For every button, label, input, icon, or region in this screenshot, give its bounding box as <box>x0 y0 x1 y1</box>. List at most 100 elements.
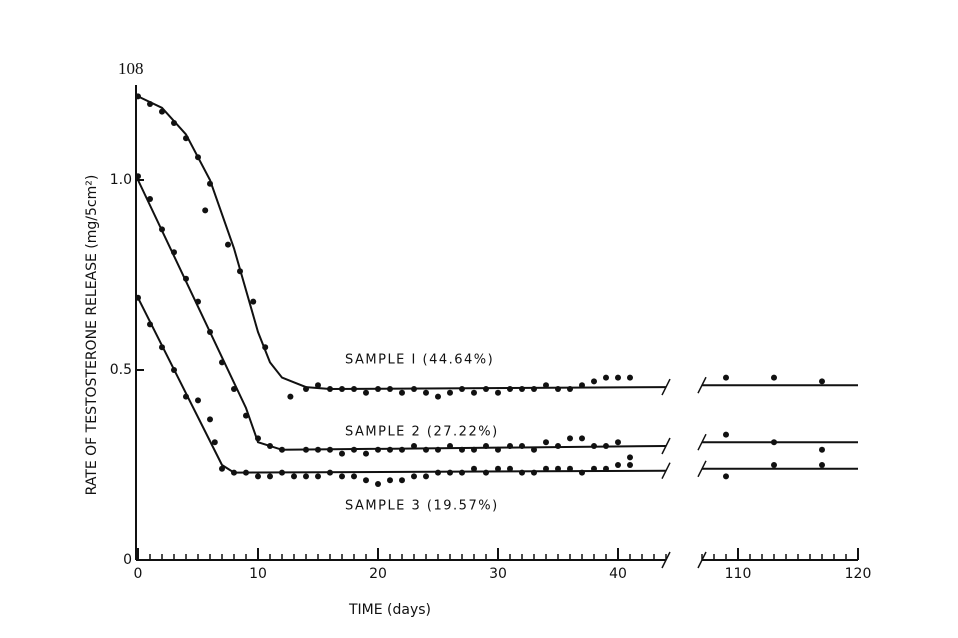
data-point <box>615 462 621 468</box>
data-point <box>243 469 249 476</box>
data-point <box>231 386 237 392</box>
x-tick-label: 10 <box>249 566 267 582</box>
data-point <box>202 207 209 214</box>
data-point <box>519 469 525 476</box>
axis-break <box>661 551 671 569</box>
data-point <box>171 367 177 373</box>
data-point <box>495 389 501 396</box>
data-point <box>159 344 165 351</box>
x-tick-label: 20 <box>369 566 387 582</box>
data-point <box>627 454 633 461</box>
data-point <box>555 443 561 449</box>
data-point <box>363 389 369 396</box>
data-point <box>267 473 273 480</box>
data-point <box>591 465 597 472</box>
series-label: SAMPLE 2 (27.22%) <box>345 425 499 440</box>
data-point <box>603 374 609 381</box>
data-point <box>291 473 297 480</box>
data-point <box>195 397 201 404</box>
data-point <box>315 473 321 480</box>
data-point <box>543 439 549 446</box>
data-point <box>351 473 357 480</box>
data-point <box>411 443 417 449</box>
data-point <box>135 173 141 180</box>
data-point <box>231 469 237 476</box>
axis-break <box>697 460 707 478</box>
data-point <box>159 108 165 115</box>
data-point <box>483 443 489 449</box>
data-point <box>603 443 609 449</box>
data-point <box>183 393 189 400</box>
data-point <box>435 469 441 476</box>
y-tick-label: 0.5 <box>110 362 132 378</box>
data-point <box>531 386 537 392</box>
data-point <box>375 446 381 453</box>
data-point <box>287 393 294 400</box>
series-label: SAMPLE 3 (19.57%) <box>345 499 499 514</box>
data-point <box>543 382 549 389</box>
data-point <box>495 465 501 472</box>
data-point <box>579 469 585 476</box>
x-tick-label: 110 <box>725 566 752 582</box>
data-point <box>262 344 269 351</box>
data-point <box>279 446 285 453</box>
data-point <box>255 473 261 480</box>
data-point <box>447 389 453 396</box>
data-point <box>519 443 525 449</box>
data-point <box>531 469 537 476</box>
data-point <box>135 294 141 301</box>
axis-break <box>661 378 671 396</box>
data-point <box>459 386 465 392</box>
data-point <box>351 386 357 392</box>
data-point <box>375 386 381 392</box>
axis-break <box>661 437 671 455</box>
data-point <box>147 321 153 328</box>
data-point <box>471 389 477 396</box>
data-point <box>315 446 321 453</box>
data-point <box>195 298 201 305</box>
data-point <box>375 481 381 487</box>
x-tick-label: 30 <box>489 566 507 582</box>
fit-line <box>137 95 858 391</box>
data-point <box>771 462 777 468</box>
data-point <box>255 435 261 442</box>
data-point <box>579 435 585 442</box>
data-point <box>147 101 153 107</box>
data-point <box>387 477 393 484</box>
data-point <box>387 386 393 392</box>
data-point <box>195 154 201 161</box>
data-point <box>351 446 357 453</box>
data-point <box>435 393 441 400</box>
data-point <box>387 446 393 453</box>
data-point <box>723 473 729 480</box>
data-point <box>327 446 333 453</box>
data-point <box>411 473 417 480</box>
axis-break <box>697 433 707 451</box>
data-point <box>519 386 525 392</box>
data-point <box>627 462 633 468</box>
data-point <box>363 450 369 457</box>
data-point <box>303 386 309 392</box>
data-point <box>219 465 225 472</box>
axis-break <box>697 376 707 394</box>
data-point <box>183 275 189 282</box>
data-point <box>459 446 465 453</box>
data-point <box>579 382 585 389</box>
data-point <box>603 465 609 472</box>
y-axis-label: RATE OF TESTOSTERONE RELEASE (mg/5cm²) <box>84 175 100 496</box>
data-point <box>423 389 429 396</box>
data-point <box>723 431 729 438</box>
data-point <box>237 268 243 275</box>
data-point <box>159 226 165 233</box>
data-point <box>147 196 153 202</box>
data-point <box>483 469 489 476</box>
data-point <box>399 477 405 484</box>
data-point <box>171 249 177 256</box>
data-point <box>135 93 141 100</box>
data-point <box>423 473 429 480</box>
data-point <box>555 386 561 392</box>
data-point <box>567 386 573 392</box>
fit-line <box>137 179 858 451</box>
data-point <box>250 298 257 305</box>
x-tick-label: 40 <box>609 566 627 582</box>
